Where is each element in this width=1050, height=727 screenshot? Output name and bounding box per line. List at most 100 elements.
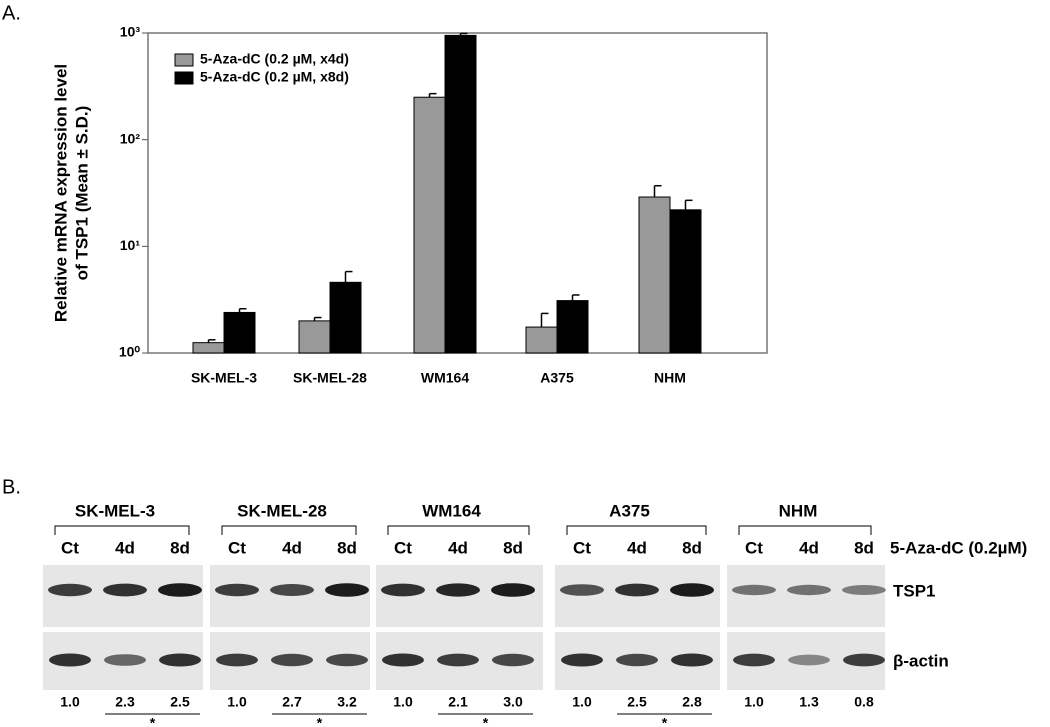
band bbox=[103, 583, 147, 597]
bracket bbox=[566, 525, 707, 535]
ratio: 2.8 bbox=[682, 694, 702, 710]
blot-label: TSP1 bbox=[893, 581, 936, 600]
band bbox=[48, 583, 92, 597]
error-bar bbox=[207, 339, 216, 343]
ratio: 1.0 bbox=[744, 694, 764, 710]
error-bar bbox=[571, 294, 580, 301]
lane-label: Ct bbox=[228, 538, 246, 557]
band bbox=[615, 583, 659, 597]
band bbox=[159, 653, 201, 667]
treatment-label: 5-Aza-dC (0.2µM) bbox=[890, 538, 1027, 557]
x-tick-label: A375 bbox=[540, 370, 574, 386]
band bbox=[437, 653, 479, 667]
bar bbox=[669, 209, 702, 354]
error-bar bbox=[459, 32, 468, 36]
band bbox=[215, 583, 259, 597]
band bbox=[732, 584, 776, 596]
y-tick-label: 10⁰ bbox=[119, 344, 141, 360]
band bbox=[271, 653, 313, 667]
group-name: SK-MEL-3 bbox=[75, 501, 155, 520]
lane-label: Ct bbox=[745, 538, 763, 557]
x-tick-label: NHM bbox=[654, 370, 686, 386]
blot-strip bbox=[727, 565, 885, 627]
bar bbox=[413, 96, 446, 354]
bar bbox=[192, 342, 225, 354]
band bbox=[561, 653, 603, 667]
lane-label: Ct bbox=[573, 538, 591, 557]
bracket bbox=[738, 525, 872, 535]
error-bar bbox=[344, 270, 353, 283]
sig-marker: * bbox=[317, 715, 323, 727]
band bbox=[270, 584, 314, 596]
bracket bbox=[387, 525, 530, 535]
band bbox=[325, 583, 369, 597]
sig-marker: * bbox=[662, 715, 668, 727]
lane-label: 8d bbox=[682, 538, 702, 557]
bar bbox=[444, 34, 477, 354]
band bbox=[492, 653, 534, 667]
ratio: 1.0 bbox=[393, 694, 413, 710]
panel-label: B. bbox=[2, 476, 21, 498]
bracket bbox=[54, 525, 190, 535]
lane-label: 8d bbox=[337, 538, 357, 557]
sig-marker: * bbox=[150, 715, 156, 727]
band bbox=[616, 653, 658, 667]
bar bbox=[298, 320, 331, 354]
lane-label: 4d bbox=[627, 538, 647, 557]
ratio: 3.2 bbox=[337, 694, 357, 710]
band bbox=[670, 583, 714, 597]
ratio: 0.8 bbox=[854, 694, 874, 710]
sig-marker: * bbox=[483, 715, 489, 727]
band bbox=[381, 583, 425, 597]
bracket bbox=[221, 525, 357, 535]
band bbox=[560, 584, 604, 596]
ratio: 2.7 bbox=[282, 694, 302, 710]
group-name: WM164 bbox=[422, 501, 481, 520]
band bbox=[382, 653, 424, 667]
group-name: NHM bbox=[779, 501, 818, 520]
ratio: 1.3 bbox=[799, 694, 819, 710]
ratio: 1.0 bbox=[572, 694, 592, 710]
y-label-line: Relative mRNA expression level bbox=[51, 64, 70, 322]
band bbox=[216, 653, 258, 667]
panel-label: A. bbox=[2, 2, 21, 24]
band bbox=[326, 653, 368, 667]
bar bbox=[525, 326, 558, 354]
lane-label: 8d bbox=[170, 538, 190, 557]
y-tick-label: 10³ bbox=[120, 24, 141, 40]
band bbox=[436, 583, 480, 597]
lane-label: 4d bbox=[448, 538, 468, 557]
lane-label: 4d bbox=[282, 538, 302, 557]
y-tick-label: 10¹ bbox=[120, 237, 141, 253]
legend-label: 5-Aza-dC (0.2 µM, x4d) bbox=[200, 51, 349, 67]
lane-label: 8d bbox=[503, 538, 523, 557]
lane-label: 8d bbox=[854, 538, 874, 557]
band bbox=[671, 653, 713, 667]
lane-label: 4d bbox=[799, 538, 819, 557]
error-bar bbox=[684, 199, 693, 210]
ratio: 1.0 bbox=[60, 694, 80, 710]
error-bar bbox=[428, 92, 437, 98]
x-tick-label: SK-MEL-3 bbox=[191, 370, 257, 386]
bar bbox=[638, 196, 671, 354]
ratio: 1.0 bbox=[227, 694, 247, 710]
error-bar bbox=[540, 312, 549, 328]
bar bbox=[329, 281, 362, 354]
error-bar bbox=[313, 316, 322, 321]
x-tick-label: WM164 bbox=[421, 370, 469, 386]
band bbox=[49, 653, 91, 667]
error-bar bbox=[238, 307, 247, 313]
blot-label: β-actin bbox=[893, 651, 949, 670]
error-bar bbox=[653, 184, 662, 198]
lane-label: 4d bbox=[115, 538, 135, 557]
x-tick-label: SK-MEL-28 bbox=[293, 370, 367, 386]
band bbox=[158, 583, 202, 597]
legend-swatch bbox=[174, 53, 194, 67]
band bbox=[842, 585, 886, 595]
ratio: 2.5 bbox=[170, 694, 190, 710]
bar bbox=[556, 300, 589, 354]
lane-label: Ct bbox=[61, 538, 79, 557]
lane-label: Ct bbox=[394, 538, 412, 557]
band bbox=[491, 583, 535, 597]
